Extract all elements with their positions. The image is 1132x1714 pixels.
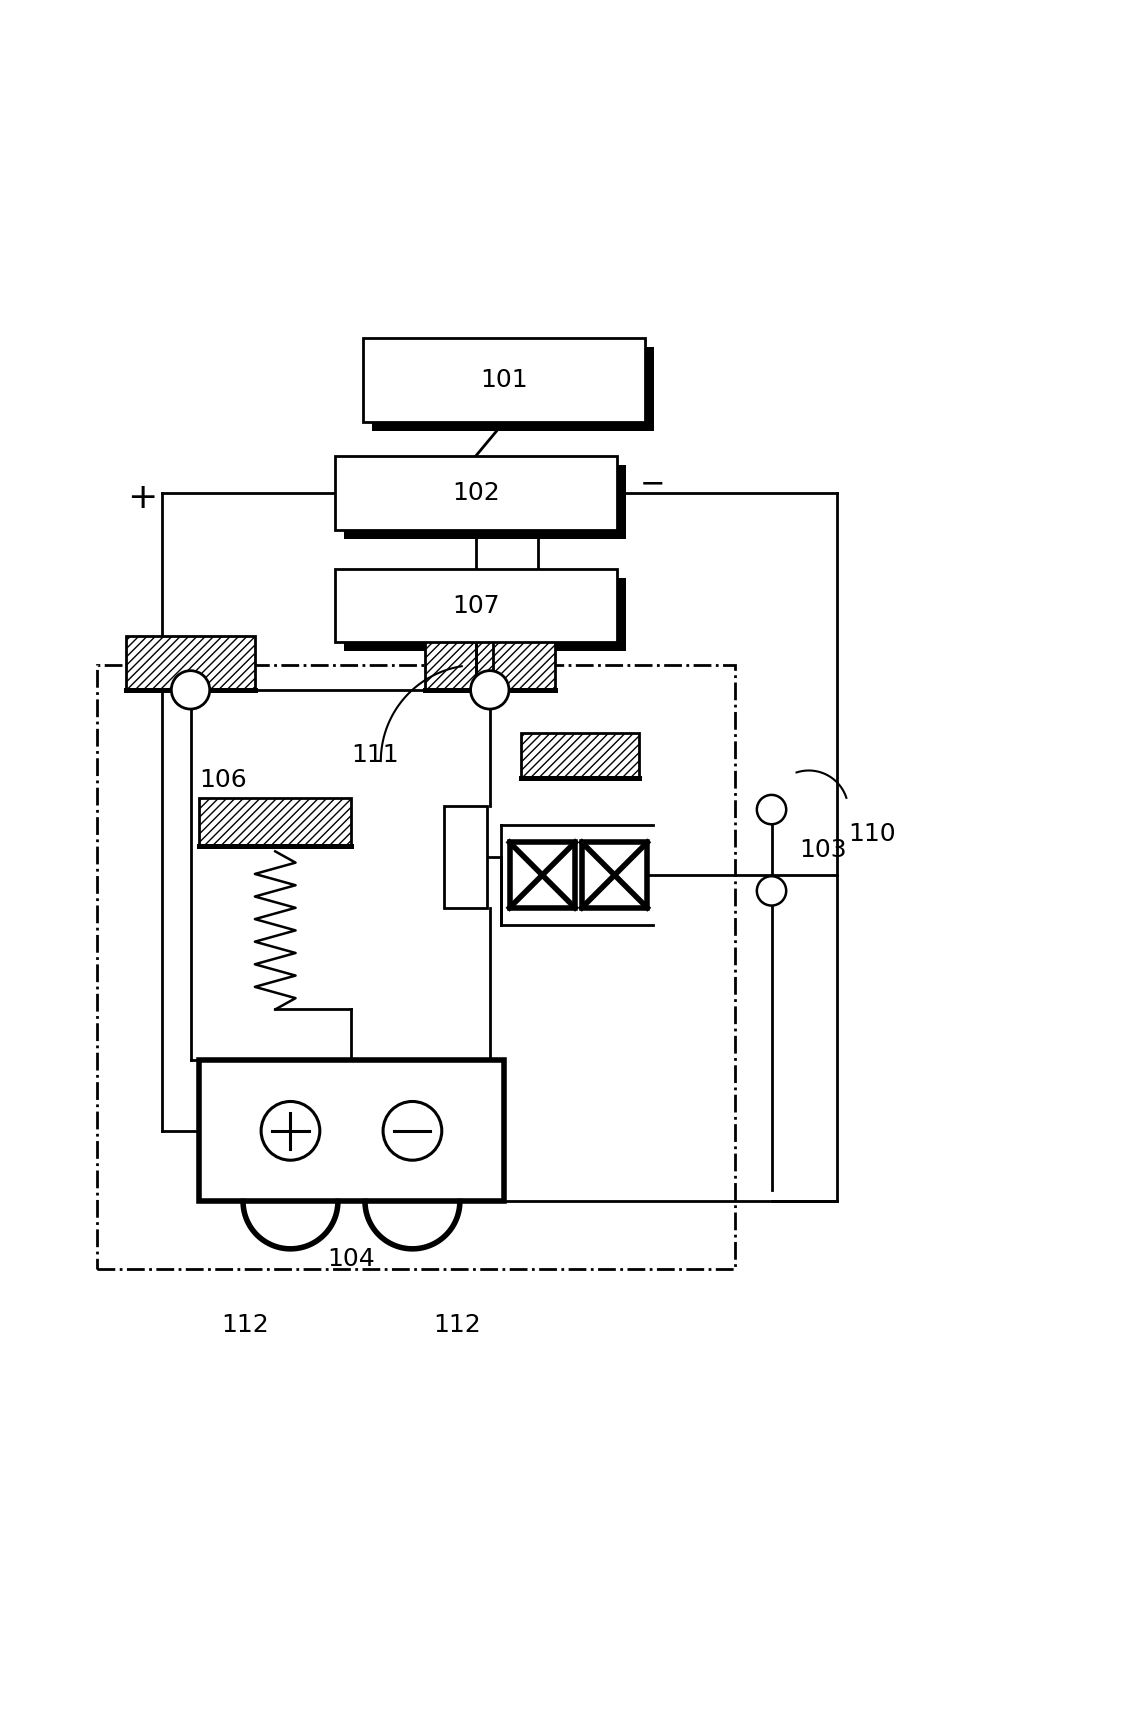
- Bar: [343, 578, 626, 651]
- Bar: [362, 338, 645, 422]
- Text: 104: 104: [327, 1246, 376, 1270]
- Text: +: +: [128, 482, 157, 514]
- Bar: [424, 636, 555, 689]
- Text: 107: 107: [452, 593, 499, 617]
- Text: 103: 103: [799, 838, 848, 862]
- Circle shape: [757, 876, 787, 905]
- Text: 106: 106: [199, 768, 247, 792]
- Bar: [97, 665, 736, 1268]
- Circle shape: [757, 795, 787, 824]
- Text: −: −: [640, 470, 664, 499]
- Circle shape: [383, 1102, 441, 1160]
- Bar: [199, 1061, 504, 1202]
- Bar: [126, 636, 256, 689]
- Text: 111: 111: [351, 744, 400, 768]
- Text: 110: 110: [848, 823, 895, 847]
- Bar: [343, 464, 626, 538]
- Bar: [509, 842, 575, 908]
- Text: 101: 101: [480, 369, 528, 393]
- Bar: [582, 842, 648, 908]
- Bar: [444, 806, 487, 908]
- Circle shape: [261, 1102, 320, 1160]
- Circle shape: [471, 670, 509, 710]
- Bar: [521, 734, 640, 778]
- Circle shape: [171, 670, 209, 710]
- Bar: [199, 799, 351, 845]
- Bar: [335, 456, 617, 530]
- Bar: [371, 346, 654, 432]
- Text: 112: 112: [434, 1313, 481, 1337]
- Bar: [335, 569, 617, 643]
- Text: 102: 102: [452, 482, 499, 506]
- Text: 112: 112: [222, 1313, 269, 1337]
